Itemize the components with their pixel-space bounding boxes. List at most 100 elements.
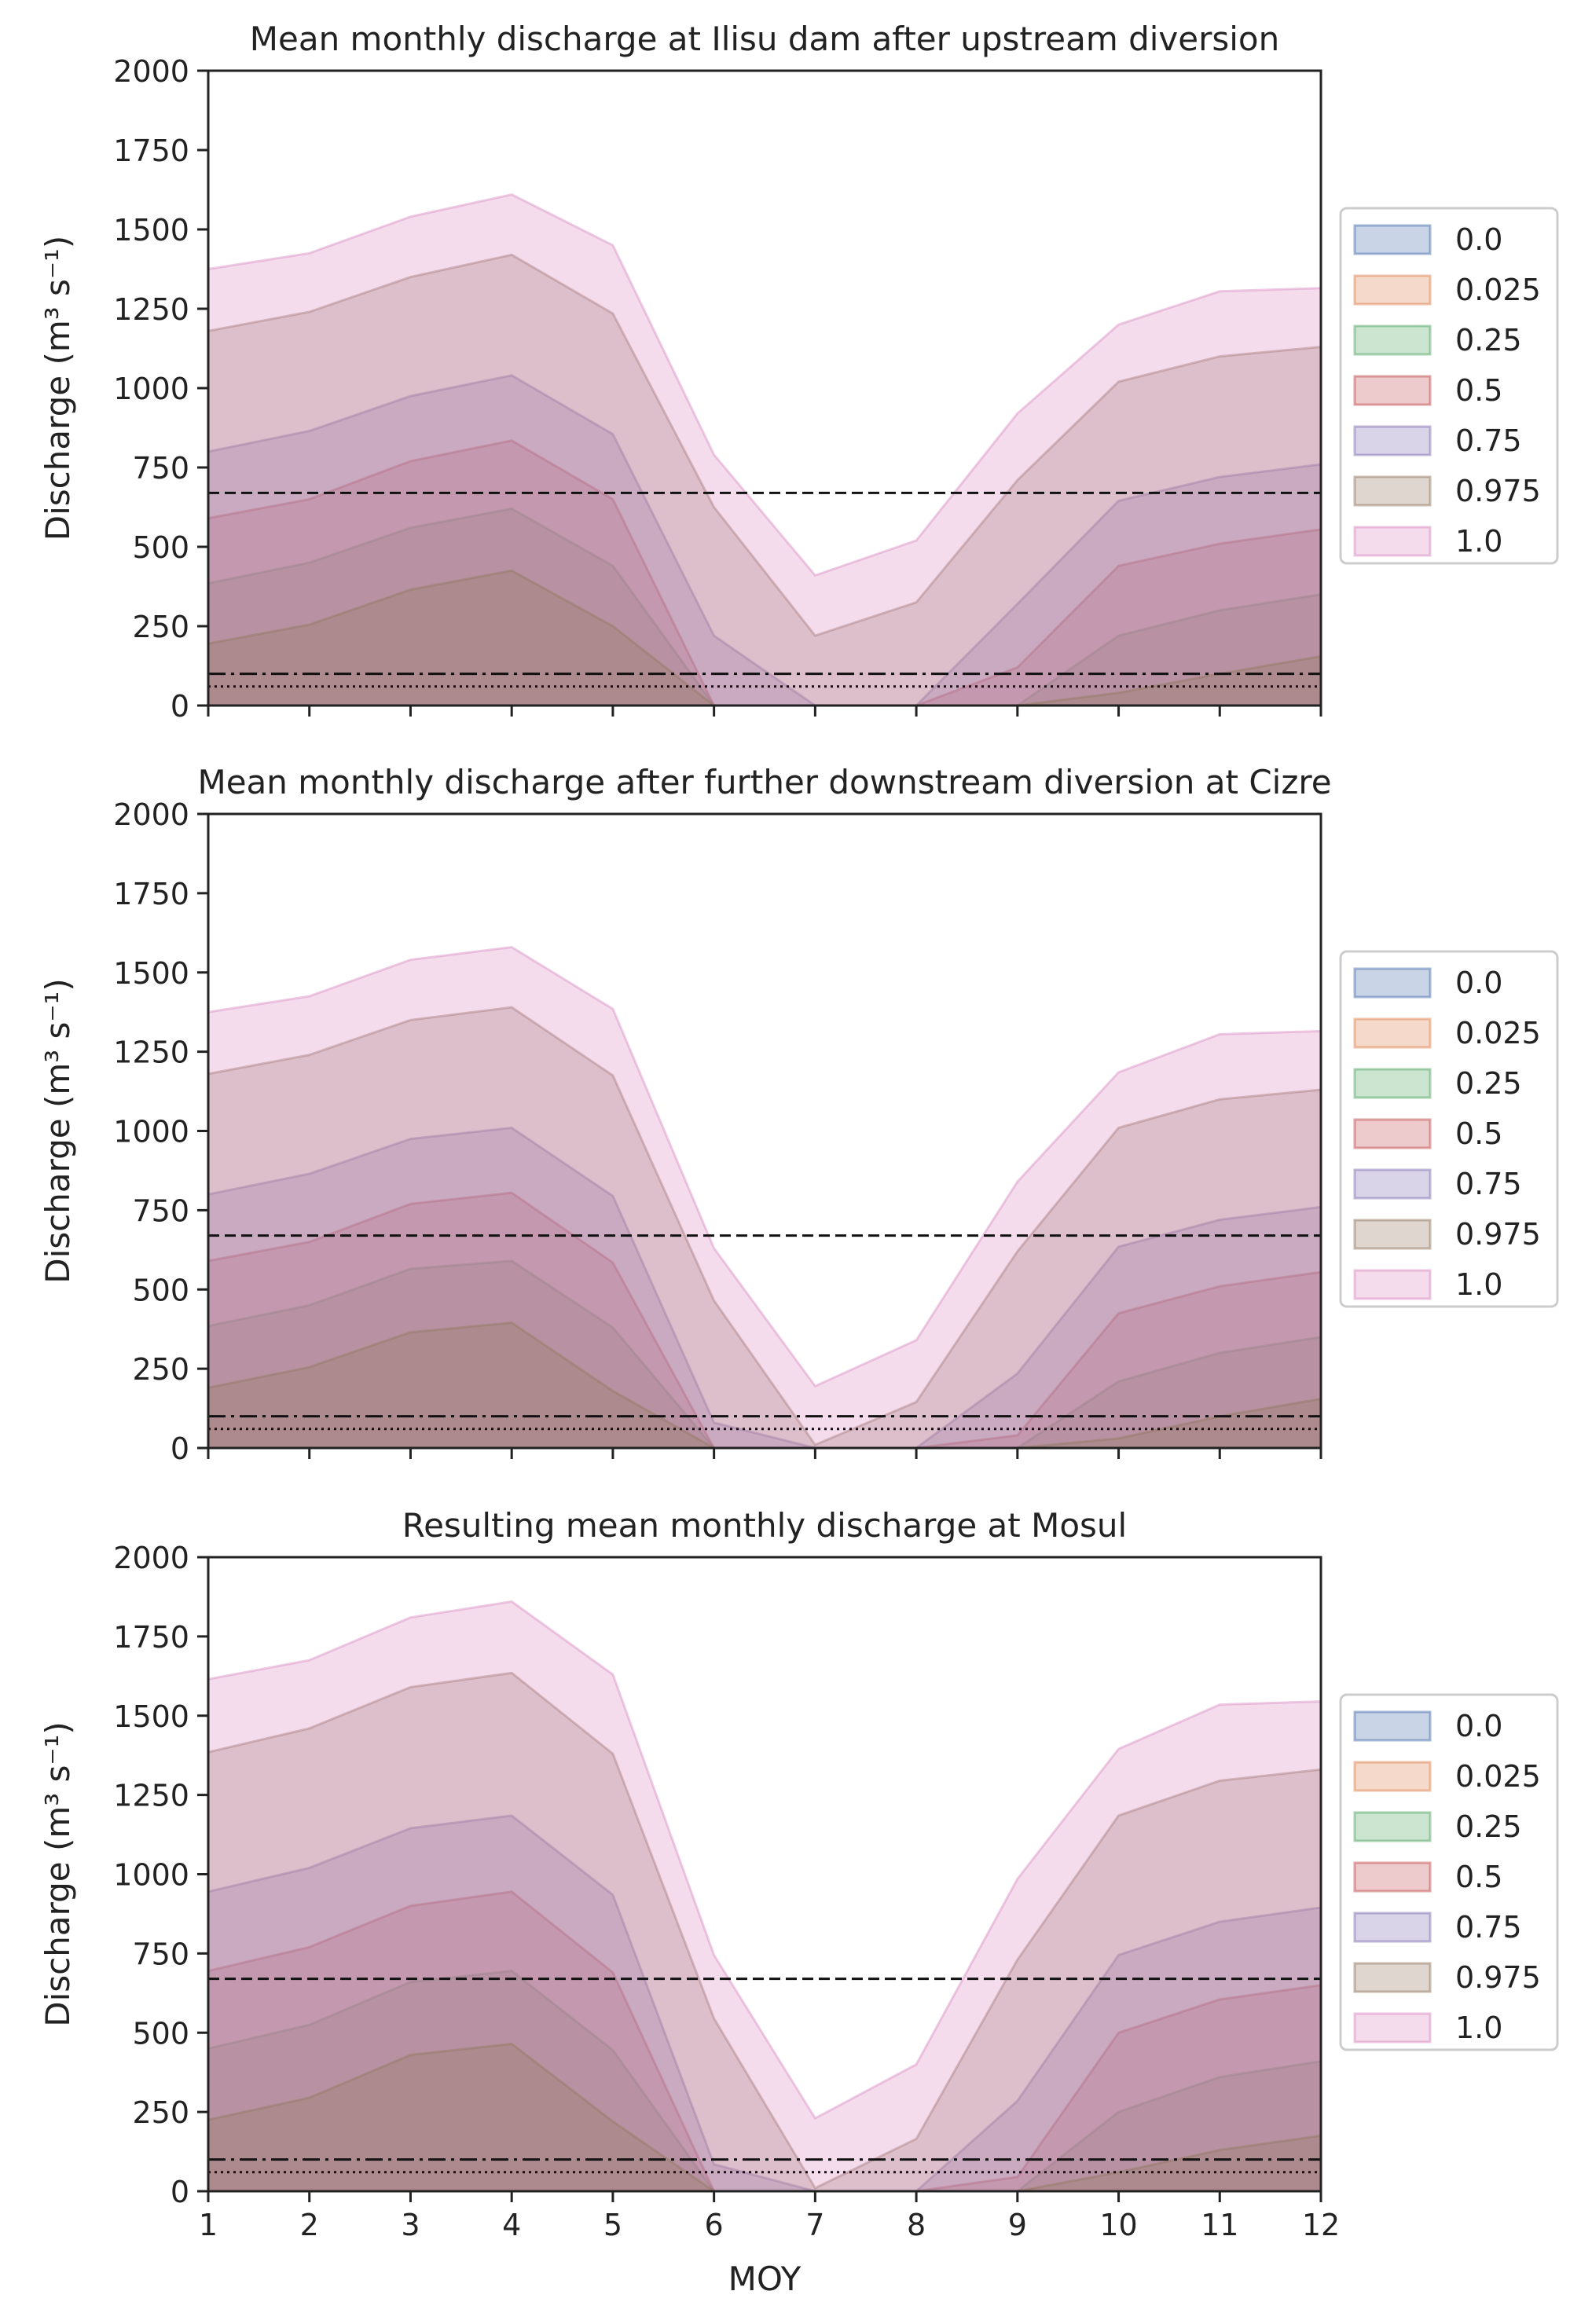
legend-label: 0.025 xyxy=(1455,1759,1541,1794)
legend-label: 0.5 xyxy=(1455,1116,1502,1151)
legend-label: 0.75 xyxy=(1455,423,1522,458)
y-tick-label: 1000 xyxy=(113,1858,189,1893)
x-tick-label: 8 xyxy=(907,2208,926,2242)
x-tick-label: 6 xyxy=(705,2208,724,2242)
x-tick-label: 4 xyxy=(502,2208,521,2242)
legend-label: 0.975 xyxy=(1455,1217,1541,1252)
band-area xyxy=(208,947,1321,1448)
band-series-0.975 xyxy=(207,253,1322,706)
quantile-bands xyxy=(207,1600,1322,2193)
y-tick-label: 250 xyxy=(132,610,189,644)
band-series-0.75 xyxy=(207,374,1322,707)
legend: 0.0 0.025 0.25 0.5 0.75 0.975 1.0 xyxy=(1339,950,1559,1308)
legend-label: 0.75 xyxy=(1455,1910,1522,1945)
legend-label: 0.25 xyxy=(1455,1066,1522,1101)
band-series-0.75 xyxy=(207,1814,1322,2193)
band-edge xyxy=(207,945,1322,1388)
band-series-1.0 xyxy=(207,193,1322,706)
band-area xyxy=(208,255,1321,706)
legend-swatch xyxy=(1353,475,1432,507)
chart-title: Mean monthly discharge after further dow… xyxy=(197,763,1331,801)
band-edge xyxy=(207,253,1322,637)
y-tick-label: 250 xyxy=(132,1352,189,1387)
band-area xyxy=(208,2044,1321,2191)
y-tick-label: 250 xyxy=(132,2095,189,2130)
legend-swatch xyxy=(1353,1269,1432,1300)
x-tick-label: 12 xyxy=(1302,2208,1340,2242)
y-tick-label: 1000 xyxy=(113,1115,189,1149)
chart-title: Mean monthly discharge at Ilisu dam afte… xyxy=(250,20,1280,58)
legend-swatch xyxy=(1353,1962,1432,1993)
band-edge xyxy=(207,1600,1322,2121)
band-area xyxy=(208,1007,1321,1448)
y-tick-label: 1000 xyxy=(113,372,189,406)
legend-swatch xyxy=(1353,967,1432,999)
chart-panel-2: Mean monthly discharge after further dow… xyxy=(39,763,1559,1466)
legend-swatch xyxy=(1353,1761,1432,1792)
legend-label: 1.0 xyxy=(1455,1267,1502,1302)
x-tick-label: 3 xyxy=(401,2208,420,2242)
band-area xyxy=(208,1970,1321,2191)
band-series-1.0 xyxy=(207,945,1322,1448)
legend-label: 0.0 xyxy=(1455,966,1502,1000)
band-area xyxy=(208,1127,1321,1448)
legend-label: 0.25 xyxy=(1455,323,1522,357)
y-tick-label: 750 xyxy=(132,1193,189,1228)
x-tick-label: 10 xyxy=(1099,2208,1137,2242)
band-area xyxy=(208,194,1321,706)
y-tick-label: 2000 xyxy=(113,54,189,89)
legend-box xyxy=(1339,207,1559,565)
band-area xyxy=(208,570,1321,706)
x-tick-label: 1 xyxy=(199,2208,218,2242)
legend-label: 1.0 xyxy=(1455,524,1502,559)
legend-swatch xyxy=(1353,425,1432,456)
band-area xyxy=(208,440,1321,706)
y-tick-label: 1250 xyxy=(113,1779,189,1813)
legend-label: 1.0 xyxy=(1455,2011,1502,2045)
legend-label: 0.5 xyxy=(1455,373,1502,408)
x-tick-label: 5 xyxy=(603,2208,622,2242)
y-axis-label: Discharge (m³ s⁻¹) xyxy=(39,1721,77,2026)
y-axis-label: Discharge (m³ s⁻¹) xyxy=(39,236,77,541)
legend-label: 0.5 xyxy=(1455,1860,1502,1894)
legend-swatch xyxy=(1353,1912,1432,1943)
legend-label: 0.75 xyxy=(1455,1167,1522,1201)
y-tick-label: 0 xyxy=(171,1431,189,1466)
y-tick-label: 1250 xyxy=(113,292,189,327)
legend-label: 0.975 xyxy=(1455,1960,1541,1995)
y-tick-label: 750 xyxy=(132,451,189,486)
band-area xyxy=(208,375,1321,706)
legend-swatch xyxy=(1353,1017,1432,1049)
band-area xyxy=(208,1260,1321,1448)
legend-label: 0.025 xyxy=(1455,273,1541,307)
y-tick-label: 500 xyxy=(132,530,189,565)
x-tick-label: 9 xyxy=(1008,2208,1027,2242)
legend-swatch xyxy=(1353,224,1432,255)
legend-label: 0.0 xyxy=(1455,222,1502,257)
legend-swatch xyxy=(1353,274,1432,306)
band-area xyxy=(208,1601,1321,2191)
band-series-0.975 xyxy=(207,1671,1322,2191)
chart-panel-1: Mean monthly discharge at Ilisu dam afte… xyxy=(39,20,1559,724)
band-edge xyxy=(207,1126,1322,1450)
chart-title: Resulting mean monthly discharge at Mosu… xyxy=(402,1506,1127,1545)
band-area xyxy=(208,1815,1321,2191)
legend-swatch xyxy=(1353,1168,1432,1200)
band-edge xyxy=(207,374,1322,707)
band-edge xyxy=(207,1006,1322,1446)
y-tick-label: 2000 xyxy=(113,1541,189,1575)
legend-label: 0.975 xyxy=(1455,474,1541,508)
y-tick-label: 500 xyxy=(132,1273,189,1307)
y-tick-label: 1250 xyxy=(113,1036,189,1070)
x-tick-label: 2 xyxy=(300,2208,319,2242)
band-area xyxy=(208,1891,1321,2191)
y-tick-label: 500 xyxy=(132,2016,189,2051)
band-area xyxy=(208,1673,1321,2191)
y-tick-label: 1750 xyxy=(113,877,189,911)
y-tick-label: 1500 xyxy=(113,1699,189,1734)
y-tick-label: 1750 xyxy=(113,1620,189,1655)
legend-swatch xyxy=(1353,1811,1432,1842)
y-tick-label: 0 xyxy=(171,689,189,724)
y-tick-label: 1500 xyxy=(113,213,189,247)
